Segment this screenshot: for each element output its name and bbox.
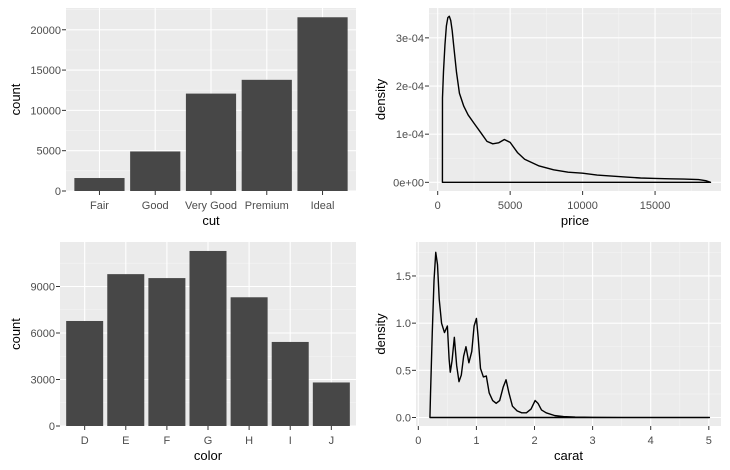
panel-background xyxy=(416,242,721,426)
y-tick-label: 1.0 xyxy=(396,318,411,330)
y-tick-label: 1.5 xyxy=(396,271,411,283)
y-tick-label: 15000 xyxy=(30,65,61,77)
y-tick-label: 9000 xyxy=(31,281,55,293)
bar-premium xyxy=(241,79,292,191)
bar-e xyxy=(107,274,145,426)
y-axis-title: count xyxy=(8,83,23,115)
bar-h xyxy=(230,297,268,426)
bar-ideal xyxy=(297,17,348,191)
bar-f xyxy=(148,278,186,426)
x-tick-label: H xyxy=(245,435,253,447)
y-tick-label: 0 xyxy=(55,186,61,198)
bar-very-good xyxy=(185,93,237,191)
density-curve xyxy=(429,251,711,419)
y-tick-label: 0 xyxy=(49,421,55,433)
y-tick-label: 20000 xyxy=(30,25,61,37)
bar-d xyxy=(66,320,104,426)
x-tick-label: 15000 xyxy=(640,200,671,212)
y-tick-label: 3e-04 xyxy=(396,33,424,45)
y-tick-label: 10000 xyxy=(30,105,61,117)
y-tick-label: 5000 xyxy=(37,146,61,158)
bar-good xyxy=(130,151,181,191)
x-tick-label: Ideal xyxy=(311,200,335,212)
cut-count-bar-chart: 0 5000 10000 15000 20000 Fair Good Very Good Pre… xyxy=(8,8,356,228)
x-tick-label: 0 xyxy=(415,435,421,447)
bar-fair xyxy=(74,178,125,191)
x-tick-label: F xyxy=(164,435,171,447)
y-tick-label: 0.0 xyxy=(396,413,411,425)
x-tick-label: Premium xyxy=(245,200,289,212)
x-tick-label: 10000 xyxy=(567,200,598,212)
y-axis-title: density xyxy=(373,78,388,120)
density-curve xyxy=(441,15,712,184)
x-axis-title: carat xyxy=(554,448,583,463)
y-tick-label: 2e-04 xyxy=(396,81,424,93)
x-axis-title: price xyxy=(561,213,589,228)
y-tick-label: 0e+00 xyxy=(393,177,424,189)
y-tick-label: 3000 xyxy=(31,374,55,386)
carat-density-chart: 0.0 0.5 1.0 1.5 0 1 2 3 4 5 carat density xyxy=(373,242,721,463)
x-tick-label: J xyxy=(329,435,335,447)
bar-g xyxy=(189,250,227,426)
x-axis-title: cut xyxy=(202,213,220,228)
x-tick-label: Good xyxy=(142,200,169,212)
x-tick-label: G xyxy=(204,435,213,447)
price-density-chart: 0e+00 1e-04 2e-04 3e-04 0 5000 10000 15000 price… xyxy=(373,8,721,228)
bar-i xyxy=(271,341,309,426)
x-tick-label: 5 xyxy=(706,435,712,447)
x-tick-label: 5000 xyxy=(498,200,522,212)
y-tick-label: 0.5 xyxy=(396,365,411,377)
x-tick-label: Very Good xyxy=(185,200,237,212)
y-tick-label: 6000 xyxy=(31,328,55,340)
bar-j xyxy=(312,382,350,426)
x-tick-label: 2 xyxy=(531,435,537,447)
x-tick-label: 3 xyxy=(590,435,596,447)
panel-background xyxy=(429,8,721,191)
x-tick-label: Fair xyxy=(90,200,109,212)
x-axis-title: color xyxy=(194,448,223,463)
x-tick-label: 1 xyxy=(473,435,479,447)
y-axis-title: density xyxy=(373,313,388,355)
x-tick-label: I xyxy=(289,435,292,447)
y-axis-title: count xyxy=(8,318,23,350)
x-tick-label: 4 xyxy=(648,435,654,447)
x-tick-label: E xyxy=(122,435,129,447)
x-tick-label: 0 xyxy=(435,200,441,212)
y-tick-label: 1e-04 xyxy=(396,129,424,141)
x-tick-label: D xyxy=(81,435,89,447)
